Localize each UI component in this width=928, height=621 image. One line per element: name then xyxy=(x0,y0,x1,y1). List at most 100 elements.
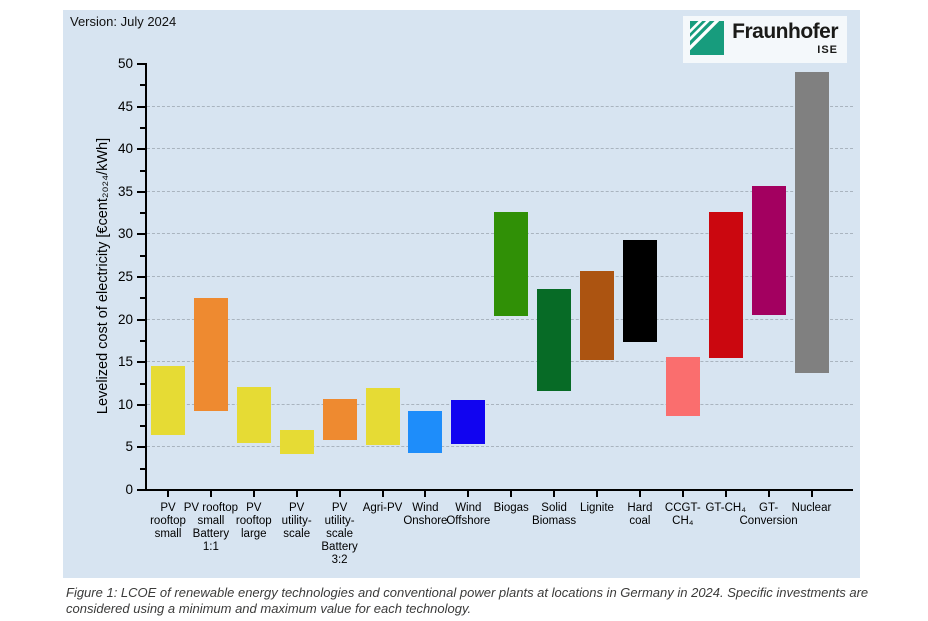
category-label-biogas: Biogas xyxy=(493,502,529,514)
figure-caption: Figure 1: LCOE of renewable energy techn… xyxy=(66,585,876,617)
bar-gt-ch xyxy=(708,212,743,358)
version-label: Version: July 2024 xyxy=(70,14,177,29)
x-tick-hard-coal xyxy=(638,491,641,497)
bar-pv-rooftop-large xyxy=(236,386,271,443)
y-minor-tick-37.5 xyxy=(140,169,145,172)
category-label-pv-rooftop-small: small xyxy=(154,528,182,540)
gridline-45 xyxy=(147,105,853,107)
y-tick-label-5: 5 xyxy=(125,439,133,455)
x-tick-gt-ch xyxy=(724,491,727,497)
x-tick-solid-biomass xyxy=(553,491,556,497)
bar-wind-offshore xyxy=(451,400,486,444)
category-label-nuclear: Nuclear xyxy=(791,502,832,514)
category-label-wind-onshore: Wind xyxy=(412,502,439,514)
category-label-solid-biomass: Solid xyxy=(541,502,567,514)
y-major-tick-5 xyxy=(137,446,145,449)
y-axis-line xyxy=(145,63,147,491)
y-minor-tick-27.5 xyxy=(140,254,145,257)
category-label-pv-rooftop-large: PV xyxy=(246,502,262,514)
category-label-wind-offshore: Wind xyxy=(455,502,482,514)
x-tick-biogas xyxy=(510,491,513,497)
x-tick-ccgt-ch xyxy=(681,491,684,497)
y-tick-label-10: 10 xyxy=(117,396,133,412)
x-tick-pv-utility-scale xyxy=(295,491,298,497)
bar-solid-biomass xyxy=(537,288,572,391)
y-minor-tick-7.5 xyxy=(140,425,145,428)
category-label-solid-biomass: Biomass xyxy=(532,515,577,527)
y-tick-label-30: 30 xyxy=(117,226,133,242)
category-label-pv-rooftop-small-battery-1-1: PV rooftop xyxy=(183,502,239,514)
y-major-tick-20 xyxy=(137,318,145,321)
gridline-5 xyxy=(147,446,853,448)
bar-biogas xyxy=(494,212,529,317)
fraunhofer-logo-icon xyxy=(690,21,725,55)
category-label-pv-rooftop-small: rooftop xyxy=(150,515,186,527)
bar-gt-conversion xyxy=(751,185,786,316)
y-tick-label-25: 25 xyxy=(117,269,133,284)
y-minor-tick-42.5 xyxy=(140,126,145,129)
y-major-tick-10 xyxy=(137,403,145,406)
category-label-pv-utility-scale-battery-3-2: 3:2 xyxy=(331,554,348,566)
y-tick-label-50: 50 xyxy=(117,56,133,71)
category-label-pv-rooftop-large: large xyxy=(241,528,267,540)
y-minor-tick-12.5 xyxy=(140,382,145,385)
y-major-tick-40 xyxy=(137,148,145,151)
y-tick-label-0: 0 xyxy=(125,482,133,497)
x-tick-wind-offshore xyxy=(467,491,470,497)
bar-agri-pv xyxy=(365,387,400,445)
bar-pv-utility-scale xyxy=(279,430,314,455)
category-label-hard-coal: coal xyxy=(629,515,651,527)
category-label-hard-coal: Hard xyxy=(627,502,653,514)
x-tick-pv-utility-scale-battery-3-2 xyxy=(338,491,341,497)
x-tick-wind-onshore xyxy=(424,491,427,497)
y-minor-tick-47.5 xyxy=(140,84,145,87)
category-label-pv-utility-scale-battery-3-2: utility- xyxy=(324,515,355,527)
bar-nuclear xyxy=(794,72,829,374)
bar-pv-rooftop-small-battery-1-1 xyxy=(193,298,228,412)
category-label-ccgt-ch: CCGT- xyxy=(664,502,701,514)
category-label-pv-utility-scale: utility- xyxy=(281,515,312,527)
category-label-wind-onshore: Onshore xyxy=(403,515,448,527)
category-label-agri-pv: Agri-PV xyxy=(362,502,403,514)
figure-panel: Version: July 2024 Fraunhofer ISE Leveli… xyxy=(63,10,860,578)
y-major-tick-35 xyxy=(137,190,145,193)
fraunhofer-logo: Fraunhofer ISE xyxy=(683,16,847,63)
y-tick-label-15: 15 xyxy=(117,354,133,370)
y-minor-tick-17.5 xyxy=(140,339,145,342)
gridline-10 xyxy=(147,403,853,405)
category-label-pv-utility-scale-battery-3-2: Battery xyxy=(321,541,358,553)
category-label-ccgt-ch: CH₄ xyxy=(672,515,694,527)
y-major-tick-25 xyxy=(137,276,145,278)
y-tick-label-35: 35 xyxy=(117,183,133,199)
x-tick-gt-conversion xyxy=(767,491,770,497)
category-label-gt-conversion: Conversion xyxy=(739,515,798,527)
fraunhofer-brand-text: Fraunhofer xyxy=(732,20,838,43)
category-label-gt-conversion: GT- xyxy=(759,502,779,514)
y-minor-tick-22.5 xyxy=(140,297,145,300)
category-label-pv-utility-scale-battery-3-2: scale xyxy=(326,528,354,540)
x-tick-nuclear xyxy=(810,491,813,497)
bar-pv-rooftop-small xyxy=(151,366,185,436)
category-label-pv-rooftop-small-battery-1-1: small xyxy=(197,515,225,527)
x-tick-pv-rooftop-small-battery-1-1 xyxy=(209,491,212,497)
y-major-tick-50 xyxy=(137,63,145,65)
category-label-pv-rooftop-small-battery-1-1: 1:1 xyxy=(202,541,219,553)
bar-ccgt-ch xyxy=(665,356,700,416)
plot-area: 0 5 10 15 20 25 30 35 40 45 50 PV rooftop small PV roo… xyxy=(63,10,860,578)
figure-caption-line-1: Figure 1: LCOE of renewable energy techn… xyxy=(66,585,869,600)
gridline-40 xyxy=(147,148,853,150)
gridline-35 xyxy=(147,190,853,192)
category-label-gt-ch: GT-CH₄ xyxy=(705,502,746,514)
y-major-tick-0 xyxy=(137,489,145,491)
category-label-pv-rooftop-small-battery-1-1: Battery xyxy=(192,528,230,540)
figure-caption-line-2: considered using a minimum and maximum v… xyxy=(66,601,472,616)
bar-wind-onshore xyxy=(408,410,443,454)
category-label-pv-utility-scale-battery-3-2: PV xyxy=(331,502,348,514)
fraunhofer-institute-label: ISE xyxy=(817,44,838,56)
category-label-lignite: Lignite xyxy=(580,502,614,514)
category-label-pv-utility-scale: scale xyxy=(283,528,311,540)
gridline-20 xyxy=(147,318,853,320)
category-label-wind-offshore: Offshore xyxy=(446,515,491,527)
x-tick-lignite xyxy=(596,491,598,497)
y-tick-label-20: 20 xyxy=(117,311,133,327)
